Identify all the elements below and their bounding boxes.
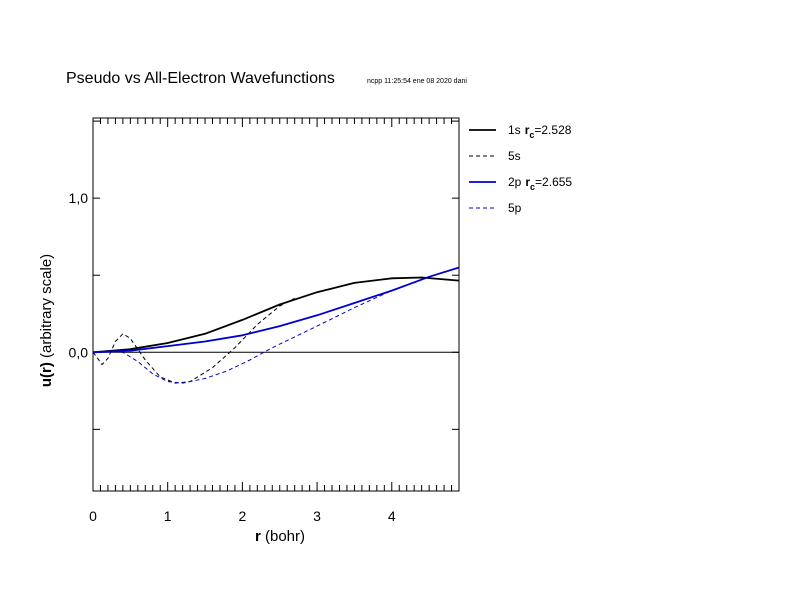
y-tick-label: 0,0 bbox=[69, 344, 89, 360]
legend-series-name: 2p bbox=[508, 175, 522, 189]
legend-rc-subscript: c bbox=[529, 130, 534, 140]
chart-title: Pseudo vs All-Electron Wavefunctions bbox=[66, 70, 335, 87]
legend-label-5p: 5p bbox=[508, 201, 522, 215]
x-tick-label: 0 bbox=[89, 508, 97, 524]
legend-rc-symbol: r bbox=[525, 123, 530, 137]
x-axis-label-bold: r bbox=[255, 528, 261, 545]
plot-frame bbox=[92, 117, 460, 492]
x-axis-label: r (bohr) bbox=[255, 528, 305, 545]
y-axis-label-rest: (arbitrary scale) bbox=[38, 254, 55, 362]
x-tick-label: 2 bbox=[238, 508, 246, 524]
x-tick-label: 3 bbox=[313, 508, 321, 524]
series-line-1s bbox=[92, 276, 460, 354]
x-tick-label: 1 bbox=[164, 508, 172, 524]
legend-label-5s: 5s bbox=[508, 149, 521, 163]
y-axis-label: u(r) (arbitrary scale) bbox=[38, 254, 55, 387]
y-axis-label-bold: u(r) bbox=[38, 362, 55, 387]
legend-label-1s: 1s rc=2.528 bbox=[508, 123, 572, 140]
chart-subtitle: ncpp 11:25:54 ene 08 2020 dani bbox=[367, 78, 467, 85]
series-layer bbox=[92, 266, 460, 384]
legend-rc-value: =2.655 bbox=[535, 175, 572, 189]
y-tick-label: 1,0 bbox=[69, 190, 89, 206]
series-line-2p bbox=[92, 266, 460, 354]
series-line-5s bbox=[92, 297, 295, 384]
legend-label-2p: 2p rc=2.655 bbox=[508, 175, 572, 192]
x-axis-label-rest: (bohr) bbox=[261, 528, 305, 545]
series-line-5p bbox=[92, 276, 430, 384]
legend-series-name: 1s bbox=[508, 123, 521, 137]
legend-rc-value: =2.528 bbox=[534, 123, 571, 137]
legend-series-name: 5p bbox=[508, 201, 522, 215]
x-tick-label: 4 bbox=[388, 508, 396, 524]
legend-series-name: 5s bbox=[508, 149, 521, 163]
ticks-layer bbox=[92, 118, 460, 491]
labels-layer: 0 1 2 3 4 0,0 1,0 r (bohr) u(r) (arbitrary scale… bbox=[38, 190, 396, 545]
legend-rc-subscript: c bbox=[530, 182, 535, 192]
legend-rc-symbol: r bbox=[525, 175, 530, 189]
